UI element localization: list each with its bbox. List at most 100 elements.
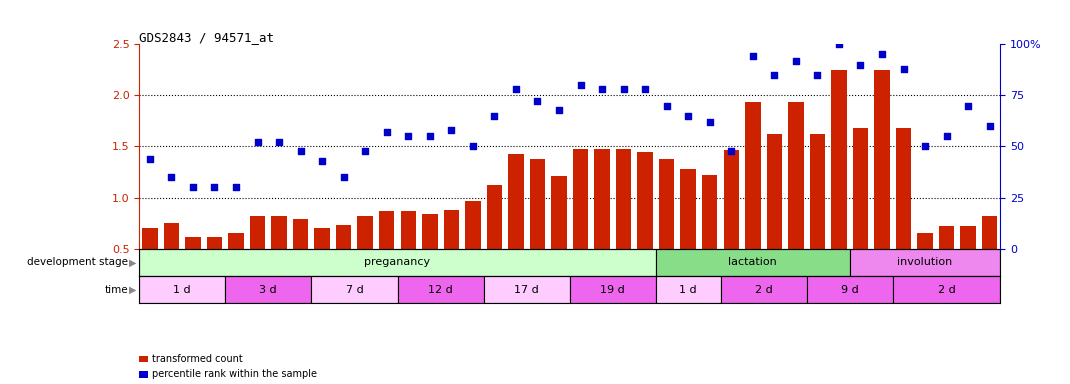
- Text: 1 d: 1 d: [679, 285, 697, 295]
- Bar: [357, 216, 373, 300]
- Bar: [249, 216, 265, 300]
- Point: [486, 113, 503, 119]
- Point: [722, 147, 739, 154]
- Point: [422, 133, 439, 139]
- Text: lactation: lactation: [729, 257, 777, 267]
- Text: 17 d: 17 d: [515, 285, 539, 295]
- Text: 2 d: 2 d: [754, 285, 773, 295]
- Bar: [789, 103, 804, 300]
- Bar: [766, 134, 782, 300]
- Point: [895, 66, 912, 72]
- Text: time: time: [105, 285, 128, 295]
- Bar: [702, 175, 718, 300]
- Point: [550, 107, 567, 113]
- Bar: [892, 276, 1000, 303]
- Point: [228, 184, 245, 190]
- Bar: [896, 128, 912, 300]
- Bar: [315, 228, 330, 300]
- Point: [529, 98, 546, 104]
- Bar: [853, 128, 868, 300]
- Bar: [164, 223, 179, 300]
- Point: [507, 86, 524, 92]
- Bar: [139, 276, 226, 303]
- Bar: [311, 276, 398, 303]
- Bar: [272, 216, 287, 300]
- Point: [335, 174, 352, 180]
- Bar: [850, 249, 1000, 276]
- Bar: [508, 154, 523, 300]
- Text: transformed count: transformed count: [152, 354, 243, 364]
- Point: [960, 103, 977, 109]
- Text: 12 d: 12 d: [428, 285, 453, 295]
- Point: [271, 139, 288, 146]
- Point: [637, 86, 654, 92]
- Point: [938, 133, 956, 139]
- Text: ▶: ▶: [129, 285, 137, 295]
- Point: [658, 103, 675, 109]
- Text: 7 d: 7 d: [346, 285, 364, 295]
- Bar: [961, 226, 976, 300]
- Bar: [142, 228, 157, 300]
- Bar: [139, 249, 656, 276]
- Point: [292, 147, 309, 154]
- Point: [443, 127, 460, 133]
- Point: [981, 123, 998, 129]
- Text: involution: involution: [898, 257, 952, 267]
- Text: percentile rank within the sample: percentile rank within the sample: [152, 369, 317, 379]
- Point: [594, 86, 611, 92]
- Text: ▶: ▶: [129, 257, 137, 267]
- Text: 19 d: 19 d: [600, 285, 625, 295]
- Point: [830, 41, 847, 47]
- Bar: [807, 276, 892, 303]
- Bar: [336, 225, 351, 300]
- Bar: [831, 70, 846, 300]
- Bar: [938, 226, 954, 300]
- Bar: [185, 237, 201, 300]
- Point: [615, 86, 632, 92]
- Bar: [594, 149, 610, 300]
- Bar: [226, 276, 311, 303]
- Point: [701, 119, 718, 125]
- Bar: [444, 210, 459, 300]
- Bar: [293, 219, 308, 300]
- Bar: [874, 70, 890, 300]
- Point: [356, 147, 373, 154]
- Bar: [917, 233, 933, 300]
- Text: development stage: development stage: [28, 257, 128, 267]
- Bar: [616, 149, 631, 300]
- Text: 3 d: 3 d: [260, 285, 277, 295]
- Bar: [465, 201, 480, 300]
- Bar: [530, 159, 546, 300]
- Bar: [745, 103, 761, 300]
- Point: [205, 184, 223, 190]
- Bar: [720, 276, 807, 303]
- Point: [809, 72, 826, 78]
- Bar: [379, 211, 395, 300]
- Bar: [982, 216, 997, 300]
- Point: [766, 72, 783, 78]
- Point: [141, 156, 158, 162]
- Bar: [656, 276, 720, 303]
- Bar: [659, 159, 674, 300]
- Text: 1 d: 1 d: [173, 285, 190, 295]
- Point: [249, 139, 266, 146]
- Text: preganancy: preganancy: [365, 257, 430, 267]
- Bar: [572, 149, 589, 300]
- Bar: [207, 237, 223, 300]
- Bar: [484, 276, 569, 303]
- Bar: [228, 233, 244, 300]
- Text: 9 d: 9 d: [841, 285, 858, 295]
- Bar: [570, 276, 656, 303]
- Point: [400, 133, 417, 139]
- Bar: [810, 134, 825, 300]
- Point: [788, 58, 805, 64]
- Text: GDS2843 / 94571_at: GDS2843 / 94571_at: [139, 31, 274, 44]
- Bar: [656, 249, 850, 276]
- Bar: [723, 149, 739, 300]
- Point: [745, 53, 762, 60]
- Bar: [400, 211, 416, 300]
- Bar: [551, 176, 567, 300]
- Bar: [398, 276, 484, 303]
- Point: [917, 143, 934, 149]
- Point: [163, 174, 180, 180]
